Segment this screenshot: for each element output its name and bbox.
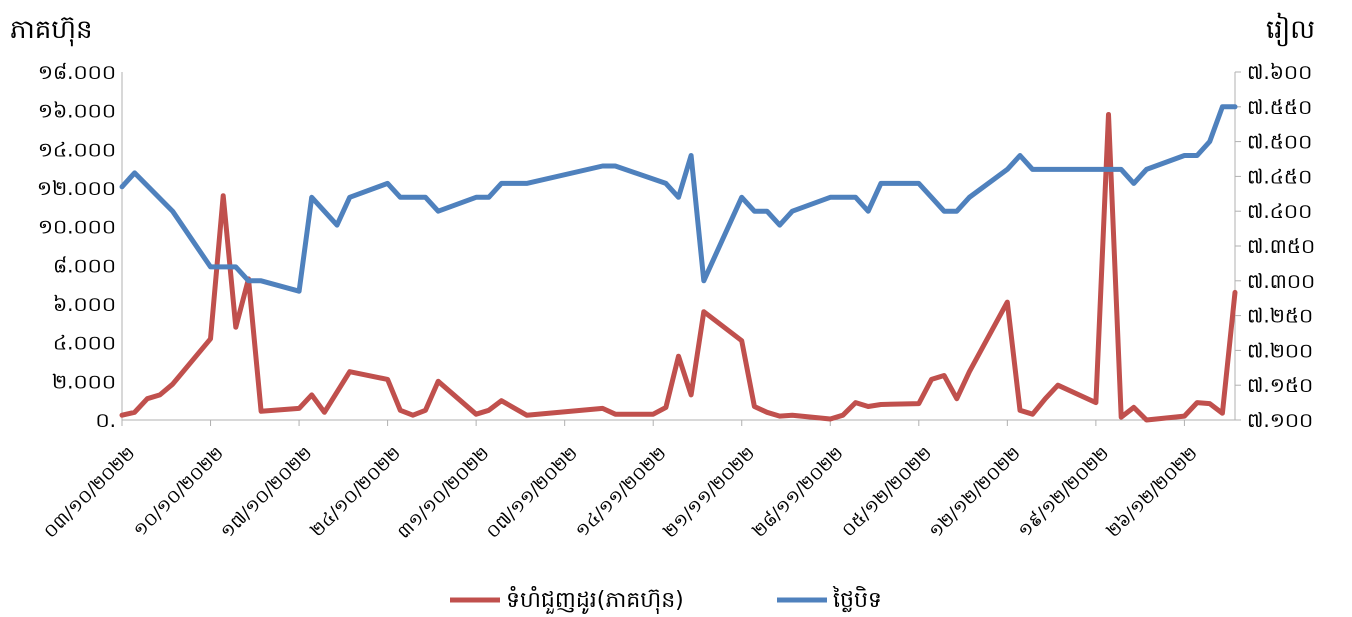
x-axis-ticks: ០៣/១០/២០២២១០/១០/២០២២១៧/១០/២០២២២៤/១០/២០២២… xyxy=(40,420,1202,543)
x-tick-label: ១៩/១២/២០២២ xyxy=(1014,443,1113,542)
left-tick-label: ៦.០០០ xyxy=(53,292,116,316)
legend-label-volume: ទំហំជួញដូរ(ភាគហ៊ុន) xyxy=(506,586,684,614)
left-tick-label: ១៨.០០០ xyxy=(38,60,116,84)
right-tick-label: ៧.៦០០ xyxy=(1247,60,1312,84)
x-tick-label: ១០/១០/២០២២ xyxy=(129,443,228,542)
series-volume-line xyxy=(119,112,1238,423)
right-axis-ticks: ៧.១០០ ៧.១៥០ ៧.២០០ ៧.២៥០ ៧.៣០០ ៧.៣៥០ ៧.៤០០ ៧.៤៥០… xyxy=(1235,60,1315,432)
x-tick-label: ៣១/១០/២០២២ xyxy=(393,443,493,543)
left-tick-label: ០. xyxy=(95,408,116,432)
right-tick-label: ៧.១០០ xyxy=(1247,408,1313,432)
x-tick-label: ១៤/១១/២០២២ xyxy=(571,443,670,542)
x-tick-label: ១២/១២/២០២២ xyxy=(925,443,1025,543)
right-tick-label: ៧.៤៥០ xyxy=(1247,164,1312,188)
left-tick-label: ១៦.០០០ xyxy=(38,99,116,123)
x-tick-label: ០៧/១១/២០២២ xyxy=(482,443,582,543)
left-tick-label: ១២.០០០ xyxy=(37,176,116,200)
left-tick-label: ១៤.០០០ xyxy=(38,137,116,161)
left-axis-ticks: ០. ២.០០០ ៤.០០០ ៦.០០០ ៨.០០០ ១០.០០០ ១២.០០០ ១៤.០០០… xyxy=(37,60,116,432)
legend-label-closing-price: ថ្លៃបិទ xyxy=(832,586,882,613)
x-tick-label: ២១/១១/២០២២ xyxy=(659,443,759,543)
series-layer xyxy=(119,104,1238,423)
right-tick-label: ៧.៣០០ xyxy=(1247,269,1315,293)
right-tick-label: ៧.២០០ xyxy=(1247,338,1313,362)
y-right-axis-title: រៀល xyxy=(1266,12,1315,47)
left-tick-label: ២.០០០ xyxy=(52,369,116,393)
legend: ទំហំជួញដូរ(ភាគហ៊ុន) ថ្លៃបិទ xyxy=(450,586,882,614)
right-tick-label: ៧.៥៥០ xyxy=(1247,95,1312,119)
x-tick-label: ០៣/១០/២០២២ xyxy=(40,443,140,543)
right-tick-label: ៧.៣៥០ xyxy=(1247,234,1315,258)
right-tick-label: ៧.២៥០ xyxy=(1247,304,1313,328)
x-tick-label: ០៥/១២/២០២២ xyxy=(838,443,937,542)
x-tick-label: ១៧/១០/២០២២ xyxy=(217,443,317,543)
x-tick-label: ២៤/១០/២០២២ xyxy=(307,443,406,542)
right-tick-label: ៧.១៥០ xyxy=(1247,373,1313,397)
x-tick-label: ២៨/១១/២០២២ xyxy=(749,443,848,542)
left-tick-label: ៨.០០០ xyxy=(53,253,116,277)
left-tick-label: ៤.០០០ xyxy=(53,331,116,355)
left-tick-label: ១០.០០០ xyxy=(38,215,116,239)
y-left-axis-title: ភាគហ៊ុន xyxy=(10,15,93,47)
right-tick-label: ៧.៤០០ xyxy=(1247,199,1312,223)
series-closing-price-line xyxy=(119,104,1238,294)
x-tick-label: ២៦/១២/២០២២ xyxy=(1103,443,1202,542)
right-tick-label: ៧.៥០០ xyxy=(1247,130,1312,154)
